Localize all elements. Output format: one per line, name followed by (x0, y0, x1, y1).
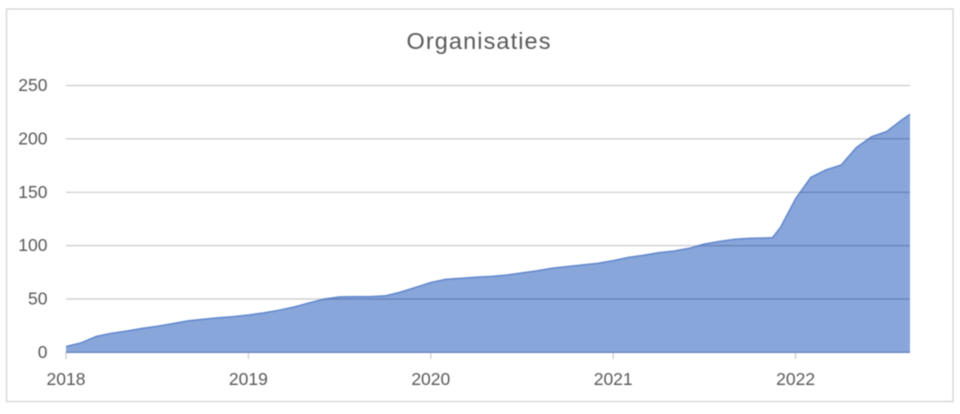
svg-text:200: 200 (18, 128, 47, 148)
svg-text:2020: 2020 (411, 369, 450, 389)
svg-text:250: 250 (18, 75, 47, 95)
svg-text:2018: 2018 (47, 369, 86, 389)
svg-text:50: 50 (28, 289, 48, 309)
svg-text:2021: 2021 (594, 369, 633, 389)
svg-text:2022: 2022 (776, 369, 815, 389)
svg-text:150: 150 (18, 182, 47, 202)
svg-text:2019: 2019 (229, 369, 268, 389)
svg-text:0: 0 (38, 342, 48, 362)
svg-text:Organisaties: Organisaties (406, 28, 551, 54)
svg-text:100: 100 (18, 235, 47, 255)
